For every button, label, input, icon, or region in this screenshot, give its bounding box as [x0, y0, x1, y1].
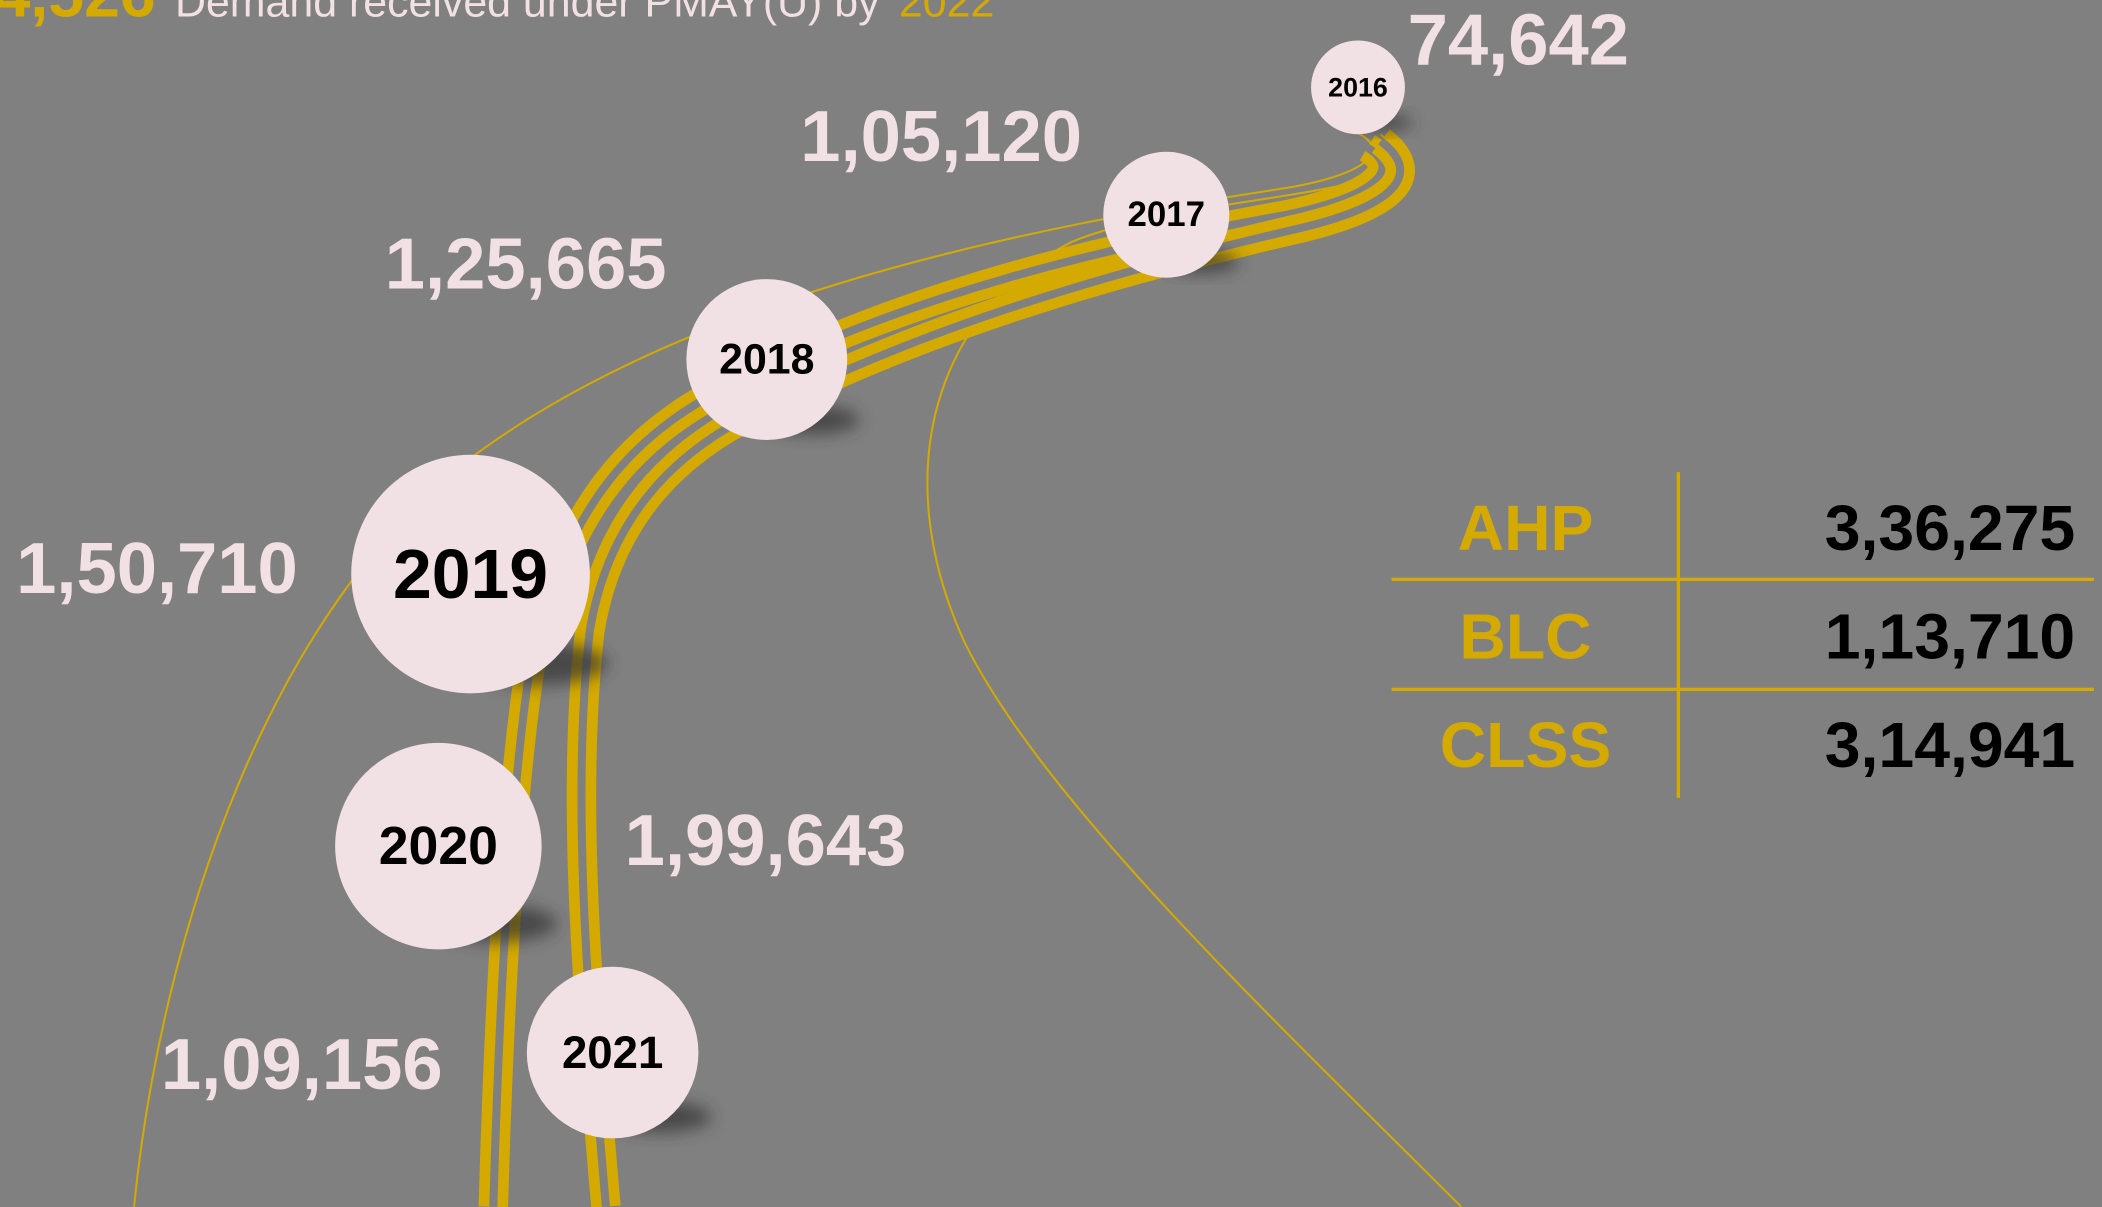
road-edge — [133, 130, 1374, 1207]
scheme-value: 3,14,941 — [1825, 709, 2075, 781]
headline-value: 4,526 — [0, 0, 156, 30]
headline-text: Demand received under PMAY(U) by — [175, 0, 880, 26]
year-label: 2018 — [719, 336, 814, 384]
headline-year: 2022 — [899, 0, 994, 26]
year-label: 2019 — [393, 535, 548, 613]
year-circle — [686, 279, 848, 440]
year-label: 2021 — [562, 1027, 663, 1078]
milestone-value: 1,09,156 — [161, 1024, 443, 1105]
year-label: 2017 — [1128, 195, 1206, 234]
year-label: 2020 — [379, 816, 498, 876]
year-circle — [335, 742, 542, 950]
year-circle — [526, 966, 699, 1139]
scheme-label: CLSS — [1440, 709, 1612, 781]
year-label: 2016 — [1328, 72, 1388, 102]
milestone-value: 1,99,643 — [625, 800, 907, 881]
milestones: 2016 74,642 2017 1,05,120 2018 1,25,665 2019 1,… — [16, 0, 1629, 1139]
milestone-value: 1,05,120 — [800, 96, 1082, 177]
scheme-label: AHP — [1458, 492, 1594, 564]
milestone-value: 1,50,710 — [16, 528, 298, 609]
road-edge — [926, 133, 1462, 1207]
year-circle — [1103, 151, 1230, 278]
year-circle — [351, 454, 590, 694]
scheme-value: 3,36,275 — [1825, 492, 2075, 564]
scheme-label: BLC — [1459, 600, 1591, 672]
scheme-value: 1,13,710 — [1825, 600, 2075, 672]
milestone-value: 74,642 — [1408, 0, 1629, 81]
year-circle — [1311, 40, 1405, 135]
milestone-value: 1,25,665 — [385, 223, 667, 304]
table: AHP 3,36,275 BLC 1,13,710 CLSS 3,14,941 — [1440, 492, 2075, 781]
headline: 4,526 Demand received under PMAY(U) by 2… — [0, 0, 994, 30]
